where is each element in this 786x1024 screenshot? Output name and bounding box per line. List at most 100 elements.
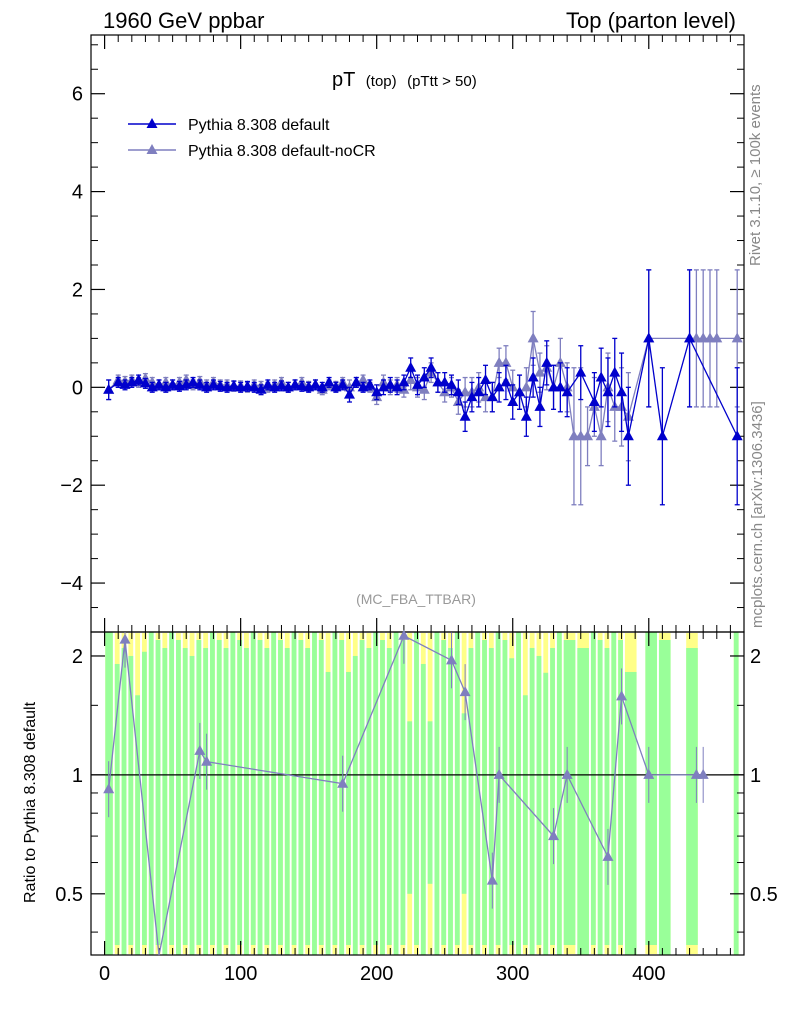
ratio-uncertainty-bands	[105, 632, 739, 955]
ratio-band-1sigma	[393, 632, 399, 955]
data-point-marker	[561, 386, 573, 397]
data-point-marker	[527, 332, 539, 343]
ratio-band-1sigma	[645, 632, 657, 945]
ratio-band-1sigma	[366, 648, 372, 955]
data-point-marker	[323, 376, 335, 387]
ratio-band-1sigma	[210, 632, 215, 945]
data-point-marker	[446, 378, 458, 389]
plot-title: pT (top) (pTtt > 50)	[332, 69, 477, 91]
ratio-band-1sigma	[502, 640, 508, 955]
ratio-band-1sigma	[550, 648, 555, 945]
header-right: Top (parton level)	[566, 8, 736, 33]
data-point-marker	[656, 430, 668, 441]
data-point-marker	[452, 386, 464, 397]
ratio-y-tick-label: 0.5	[55, 884, 83, 906]
ratio-band-1sigma	[189, 655, 195, 955]
data-point-marker	[459, 410, 471, 421]
data-point-marker	[711, 332, 723, 343]
data-point-marker	[500, 376, 512, 387]
ratio-band-1sigma	[536, 655, 542, 945]
main-y-tick-label: 6	[72, 84, 83, 106]
data-point-marker	[289, 378, 301, 389]
data-point-marker	[486, 391, 498, 402]
ratio-band-1sigma	[597, 640, 603, 955]
ratio-band-1sigma	[169, 632, 175, 945]
data-point-marker	[731, 332, 743, 343]
ratio-band-1sigma	[380, 640, 385, 955]
ratio-band-1sigma	[223, 648, 229, 945]
ratio-point-marker	[616, 690, 628, 701]
x-tick-label: 200	[360, 963, 393, 985]
data-point-marker	[480, 373, 492, 384]
data-point-marker	[398, 376, 410, 387]
data-point-marker	[103, 383, 115, 394]
ratio-point-marker	[602, 850, 614, 861]
main-y-tick-label: −4	[60, 573, 83, 595]
data-point-marker	[541, 356, 553, 367]
data-point-marker	[595, 371, 607, 382]
series-default	[103, 269, 743, 506]
ratio-y-tick-label-right: 2	[750, 646, 761, 668]
data-point-marker	[500, 356, 512, 367]
ratio-y-axis: 0.5 0.5 1 1 2 2	[55, 646, 778, 933]
main-y-tick-label: 4	[72, 182, 83, 204]
ratio-band-1sigma	[278, 640, 283, 945]
data-point-marker	[731, 430, 743, 441]
ratio-band-1sigma	[475, 632, 481, 955]
ratio-band-1sigma	[488, 648, 494, 955]
ratio-band-1sigma	[509, 658, 515, 945]
ratio-band-1sigma	[176, 640, 181, 955]
ratio-band-1sigma	[284, 648, 290, 955]
ratio-band-1sigma	[373, 632, 379, 945]
ratio-band-1sigma	[142, 651, 147, 945]
ratio-band-1sigma	[543, 672, 549, 955]
ratio-band-1sigma	[182, 648, 188, 945]
data-point-marker	[384, 378, 396, 389]
main-y-tick-label: 2	[72, 279, 83, 301]
ratio-band-1sigma	[352, 655, 358, 955]
plot-title-sub1: (top)	[366, 73, 397, 90]
ratio-band-1sigma	[522, 695, 528, 945]
ratio-band-1sigma	[434, 632, 440, 955]
ratio-point-marker	[103, 783, 115, 794]
data-point-marker	[194, 378, 206, 389]
data-point-marker	[520, 381, 532, 392]
ratio-band-1sigma	[482, 640, 487, 945]
data-point-marker	[554, 356, 566, 367]
data-point-marker	[418, 383, 430, 394]
data-point-marker	[643, 332, 655, 343]
ratio-band-1sigma	[135, 695, 141, 955]
ratio-point-marker	[337, 777, 349, 788]
ratio-point-marker	[548, 830, 560, 841]
ratio-y-tick-label: 2	[72, 646, 83, 668]
data-point-marker	[554, 381, 566, 392]
ratio-band-1sigma	[414, 632, 419, 945]
rivet-version-text: Rivet 3.1.10, ≥ 100k events	[747, 84, 764, 266]
data-point-marker	[588, 396, 600, 407]
ratio-band-1sigma	[271, 632, 277, 955]
data-point-marker	[514, 386, 526, 397]
x-axis: 0 100 200 300 400	[90, 35, 745, 985]
data-point-marker	[343, 388, 355, 399]
ratio-band-1sigma	[386, 648, 392, 945]
ratio-band-1sigma	[244, 648, 249, 955]
ratio-y-tick-label-right: 0.5	[750, 884, 778, 906]
analysis-reference: (MC_FBA_TTBAR)	[356, 591, 476, 607]
data-point-marker	[207, 378, 219, 389]
data-point-marker	[582, 430, 594, 441]
ratio-band-1sigma	[468, 648, 474, 945]
data-point-marker	[602, 386, 614, 397]
ratio-band-1sigma	[400, 640, 406, 945]
ratio-point-marker	[561, 768, 573, 779]
ratio-band-1sigma	[604, 648, 610, 945]
ratio-band-1sigma	[257, 640, 263, 955]
data-point-marker	[405, 373, 417, 384]
header-left: 1960 GeV ppbar	[103, 8, 264, 33]
main-data-series	[103, 269, 743, 506]
ratio-band-1sigma	[529, 648, 535, 955]
ratio-point-marker	[493, 768, 505, 779]
x-tick-label: 400	[632, 963, 665, 985]
ratio-band-1sigma	[686, 648, 698, 945]
data-point-marker	[139, 377, 151, 388]
x-tick-label: 100	[224, 963, 257, 985]
